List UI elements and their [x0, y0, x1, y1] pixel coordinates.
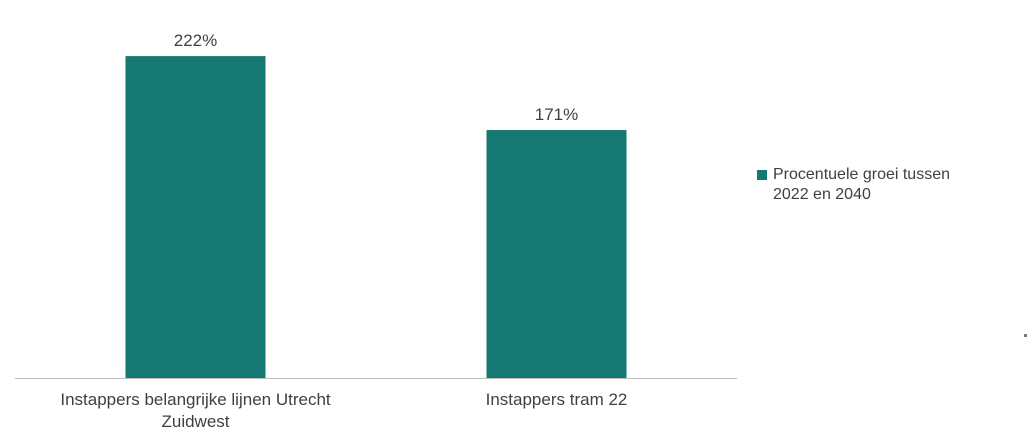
x-tick-label-2: Instappers tram 22 [486, 390, 628, 409]
x-axis-tick-labels: Instappers belangrijke lijnen Utrecht Zui… [60, 390, 627, 431]
bar-1 [125, 56, 266, 378]
legend-swatch [757, 170, 767, 180]
bar-2 [486, 130, 627, 378]
data-label-1: 222% [174, 31, 217, 50]
legend: Procentuele groei tussen 2022 en 2040 [757, 165, 1017, 205]
dot-mark [1024, 334, 1027, 337]
x-tick-label-1: Instappers belangrijke lijnen Utrecht Zui… [60, 390, 331, 431]
legend-label: Procentuele groei tussen 2022 en 2040 [773, 166, 950, 203]
data-label-2: 171% [535, 105, 578, 124]
data-labels: 222% 171% [174, 31, 578, 124]
bars [125, 56, 627, 378]
